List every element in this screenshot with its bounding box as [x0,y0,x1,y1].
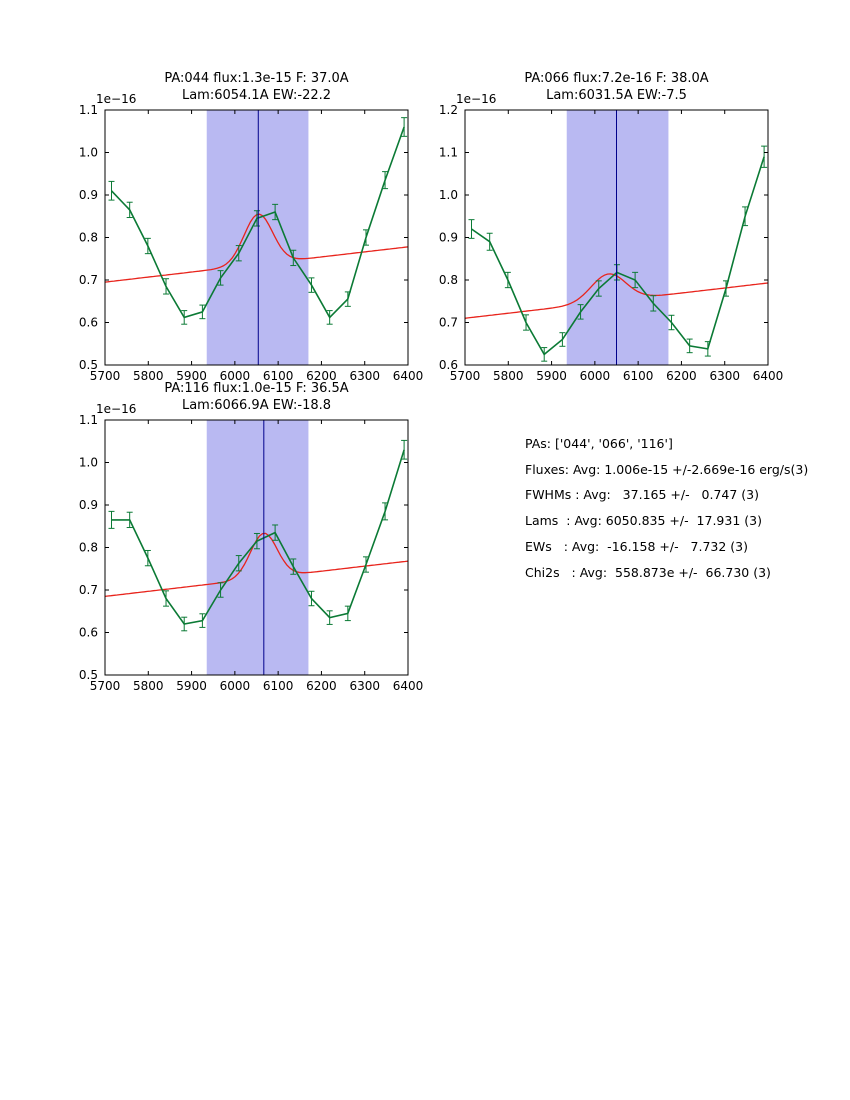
svg-text:0.9: 0.9 [79,188,98,202]
svg-text:1.2: 1.2 [439,103,458,117]
svg-text:0.9: 0.9 [79,498,98,512]
svg-text:0.9: 0.9 [439,231,458,245]
spectrum-chart-pa066: 5700 5800 5900 6000 6100 6200 6300 6400 0.6 0.7 0.… [439,71,784,383]
svg-text:1.1: 1.1 [79,103,98,117]
svg-text:5800: 5800 [493,369,524,383]
svg-text:0.6: 0.6 [79,316,98,330]
svg-text:5700: 5700 [90,679,121,693]
svg-text:5800: 5800 [133,679,164,693]
svg-text:6300: 6300 [709,369,740,383]
svg-text:5900: 5900 [176,369,207,383]
svg-text:6400: 6400 [393,679,424,693]
svg-text:5700: 5700 [450,369,481,383]
svg-text:1.0: 1.0 [79,146,98,160]
svg-text:6100: 6100 [263,369,294,383]
svg-text:1e−16: 1e−16 [96,92,136,106]
svg-text:1e−16: 1e−16 [96,402,136,416]
svg-text:6400: 6400 [753,369,784,383]
subplot-pa116: 5700 5800 5900 6000 6100 6200 6300 6400 0.5 0.6 0.… [60,370,440,710]
stats-lams-line: Lams : Avg: 6050.835 +/- 17.931 (3) [525,513,762,529]
stats-chi2s-line: Chi2s : Avg: 558.873e +/- 66.730 (3) [525,564,771,580]
svg-text:6200: 6200 [306,369,337,383]
svg-text:1.0: 1.0 [79,456,98,470]
svg-text:0.8: 0.8 [79,231,98,245]
svg-text:5800: 5800 [133,369,164,383]
svg-text:Lam:6066.9A EW:-18.8: Lam:6066.9A EW:-18.8 [182,398,331,413]
svg-text:6000: 6000 [580,369,611,383]
stats-pas-line: PAs: ['044', '066', '116'] [525,436,673,451]
svg-text:5700: 5700 [90,369,121,383]
svg-text:1.0: 1.0 [439,188,458,202]
svg-text:0.5: 0.5 [79,358,98,372]
svg-text:PA:066 flux:7.2e-16 F: 38.0A: PA:066 flux:7.2e-16 F: 38.0A [524,71,708,86]
svg-text:Lam:6054.1A EW:-22.2: Lam:6054.1A EW:-22.2 [182,88,331,103]
svg-text:1e−16: 1e−16 [456,92,496,106]
svg-text:5900: 5900 [176,679,207,693]
stats-fwhms-line: FWHMs : Avg: 37.165 +/- 0.747 (3) [525,487,759,503]
svg-text:1.1: 1.1 [79,413,98,427]
subplot-pa044: 5700 5800 5900 6000 6100 6200 6300 6400 0.5 0.6 0.… [60,60,440,400]
svg-text:6000: 6000 [220,369,251,383]
svg-text:6400: 6400 [393,369,424,383]
svg-text:6000: 6000 [220,679,251,693]
svg-text:Lam:6031.5A EW:-7.5: Lam:6031.5A EW:-7.5 [546,88,687,103]
spectrum-chart-pa116: 5700 5800 5900 6000 6100 6200 6300 6400 0.5 0.6 0.… [79,381,424,693]
svg-text:0.7: 0.7 [79,583,98,597]
svg-text:6300: 6300 [349,369,380,383]
svg-text:6200: 6200 [666,369,697,383]
subplot-pa066: 5700 5800 5900 6000 6100 6200 6300 6400 0.6 0.7 0.… [420,60,800,400]
svg-text:6200: 6200 [306,679,337,693]
svg-text:5900: 5900 [536,369,567,383]
svg-text:6100: 6100 [623,369,654,383]
svg-text:PA:044 flux:1.3e-15 F: 37.0A: PA:044 flux:1.3e-15 F: 37.0A [164,71,348,86]
svg-text:0.6: 0.6 [439,358,458,372]
svg-text:0.5: 0.5 [79,668,98,682]
svg-text:0.8: 0.8 [439,273,458,287]
svg-text:6100: 6100 [263,679,294,693]
stats-fluxes-line: Fluxes: Avg: 1.006e-15 +/-2.669e-16 erg/… [525,461,809,477]
svg-text:0.7: 0.7 [439,316,458,330]
svg-text:6300: 6300 [349,679,380,693]
spectrum-chart-pa044: 5700 5800 5900 6000 6100 6200 6300 6400 0.5 0.6 0.… [79,71,424,383]
svg-text:PA:116 flux:1.0e-15 F: 36.5A: PA:116 flux:1.0e-15 F: 36.5A [164,381,348,396]
svg-text:0.8: 0.8 [79,541,98,555]
stats-ews-line: EWs : Avg: -16.158 +/- 7.732 (3) [525,538,748,554]
summary-stats: PAs: ['044', '066', '116'] Fluxes: Avg: … [525,431,808,585]
svg-text:1.1: 1.1 [439,146,458,160]
svg-text:0.7: 0.7 [79,273,98,287]
svg-text:0.6: 0.6 [79,626,98,640]
